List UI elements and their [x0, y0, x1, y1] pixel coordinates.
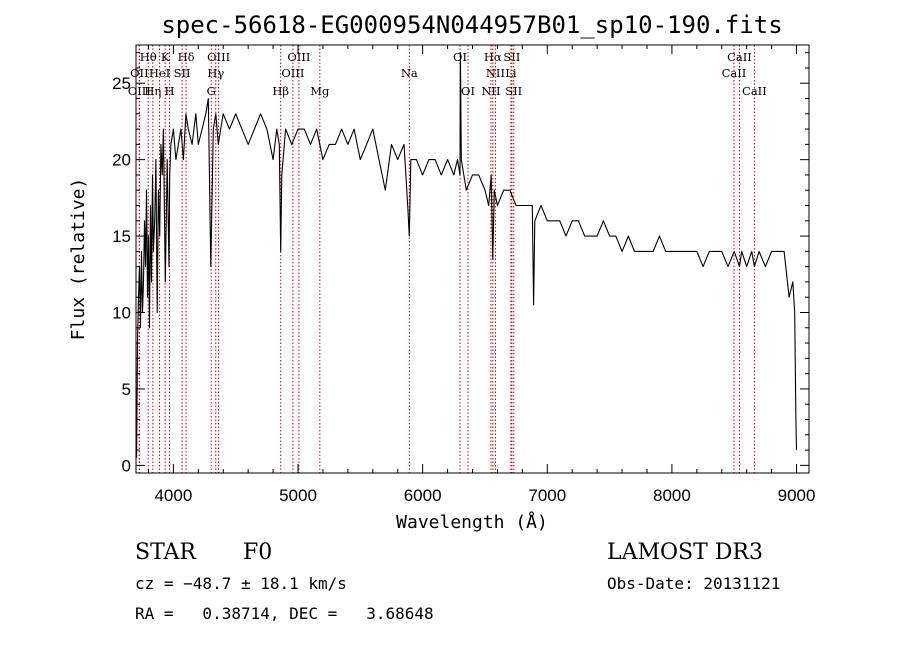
x-tick-label-5000: 5000: [279, 486, 317, 505]
x-tick-label-8000: 8000: [653, 486, 691, 505]
redshift-cz: cz = −48.7 ± 18.1 km/s: [135, 574, 347, 593]
observation-date: Obs-Date: 20131121: [607, 574, 781, 593]
line-marker-label-15: Mg: [310, 84, 330, 98]
line-marker-label-22: Li: [505, 66, 517, 80]
y-tick-label-25: 25: [112, 74, 131, 93]
line-marker-label-18: OI: [461, 84, 475, 98]
line-marker-label-6: Hδ: [178, 50, 195, 64]
x-tick-label-6000: 6000: [404, 486, 442, 505]
line-marker-label-19: Hα: [484, 50, 502, 64]
y-tick-label-10: 10: [112, 304, 131, 323]
x-tick-label-4000: 4000: [154, 486, 192, 505]
ra-dec: RA = 0.38714, DEC = 3.68648: [135, 604, 434, 623]
line-marker-label-8: H: [165, 84, 175, 98]
survey-name: LAMOST DR3: [607, 540, 763, 565]
line-marker-label-16: Na: [401, 66, 418, 80]
line-marker-label-0: Hθ: [140, 50, 157, 64]
object-subclass: F0: [243, 540, 273, 565]
y-axis-label: Flux (relative): [68, 178, 89, 341]
x-axis: 4000 5000 6000 7000 8000 9000: [147, 45, 816, 505]
line-marker-label-3: K: [161, 50, 170, 64]
y-tick-label-15: 15: [112, 227, 131, 246]
line-marker-label-7: SII: [174, 66, 191, 80]
spectrum-line-0: [136, 52, 798, 458]
line-marker-label-4: HeI: [149, 66, 170, 80]
line-marker-label-27: CaII: [742, 84, 767, 98]
y-axis: 0 5 10 15 20 25: [112, 52, 809, 475]
object-class: STAR: [135, 540, 196, 565]
line-marker-label-26: CaII: [722, 66, 747, 80]
line-marker-label-10: Hγ: [207, 66, 224, 80]
line-marker-label-24: SII: [505, 84, 522, 98]
line-marker-label-13: OIII: [281, 66, 304, 80]
line-marker-label-23: NII: [481, 84, 500, 98]
x-tick-label-7000: 7000: [528, 486, 566, 505]
y-tick-label-0: 0: [122, 456, 131, 475]
line-marker-label-21: NII: [486, 66, 505, 80]
spectrum-chart: spec-56618-EG000954N044957B01_sp10-190.f…: [68, 11, 816, 533]
line-marker-label-12: OIII: [287, 50, 310, 64]
line-marker-label-25: CaII: [727, 50, 752, 64]
line-marker-label-9: OIII: [207, 50, 230, 64]
line-marker-label-2: OIII: [128, 84, 151, 98]
x-tick-label-9000: 9000: [778, 486, 816, 505]
series-group: [136, 52, 798, 458]
line-marker-label-5: Hη: [144, 84, 161, 98]
line-marker-label-11: G: [207, 84, 216, 98]
line-marker-label-14: Hβ: [272, 84, 289, 98]
line-marker-label-20: SII: [503, 50, 520, 64]
chart-title: spec-56618-EG000954N044957B01_sp10-190.f…: [161, 11, 782, 39]
x-axis-label: Wavelength (Å): [396, 511, 548, 533]
y-tick-label-20: 20: [112, 151, 131, 170]
y-tick-label-5: 5: [122, 380, 131, 399]
plot-frame: [135, 44, 810, 474]
